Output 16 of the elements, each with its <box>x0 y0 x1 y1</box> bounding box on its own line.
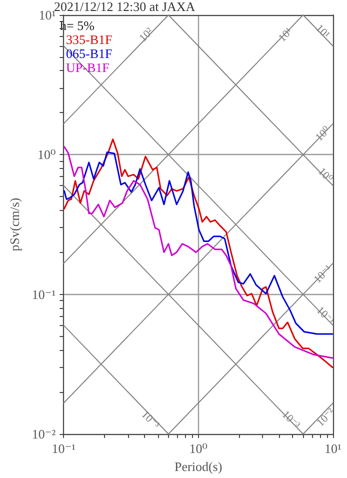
x-tick-label: 10⁻¹ <box>52 441 76 456</box>
text: 335-B1F <box>66 32 112 47</box>
x-tick-label: 10¹ <box>324 441 342 456</box>
y-tick-label: 10¹ <box>38 8 56 22</box>
y-tick-label: 10⁻² <box>32 426 56 442</box>
y-tick-label: 10⁰ <box>37 147 56 162</box>
y-axis-title: pSv(cm/s) <box>7 198 22 252</box>
annotation: 10⁰ <box>313 124 334 144</box>
x-tick-label: 10⁰ <box>189 441 208 456</box>
text: UP-B1F <box>66 60 110 75</box>
text: 065-B1F <box>66 46 112 61</box>
y-tick-label: 10⁻¹ <box>32 286 56 302</box>
annotation: 10¹ <box>313 22 332 42</box>
chart-title: 2021/12/12 12:30 at JAXA <box>54 0 196 14</box>
annotation: 10⁻² <box>314 406 338 430</box>
x-axis-title: Period(s) <box>174 459 222 474</box>
